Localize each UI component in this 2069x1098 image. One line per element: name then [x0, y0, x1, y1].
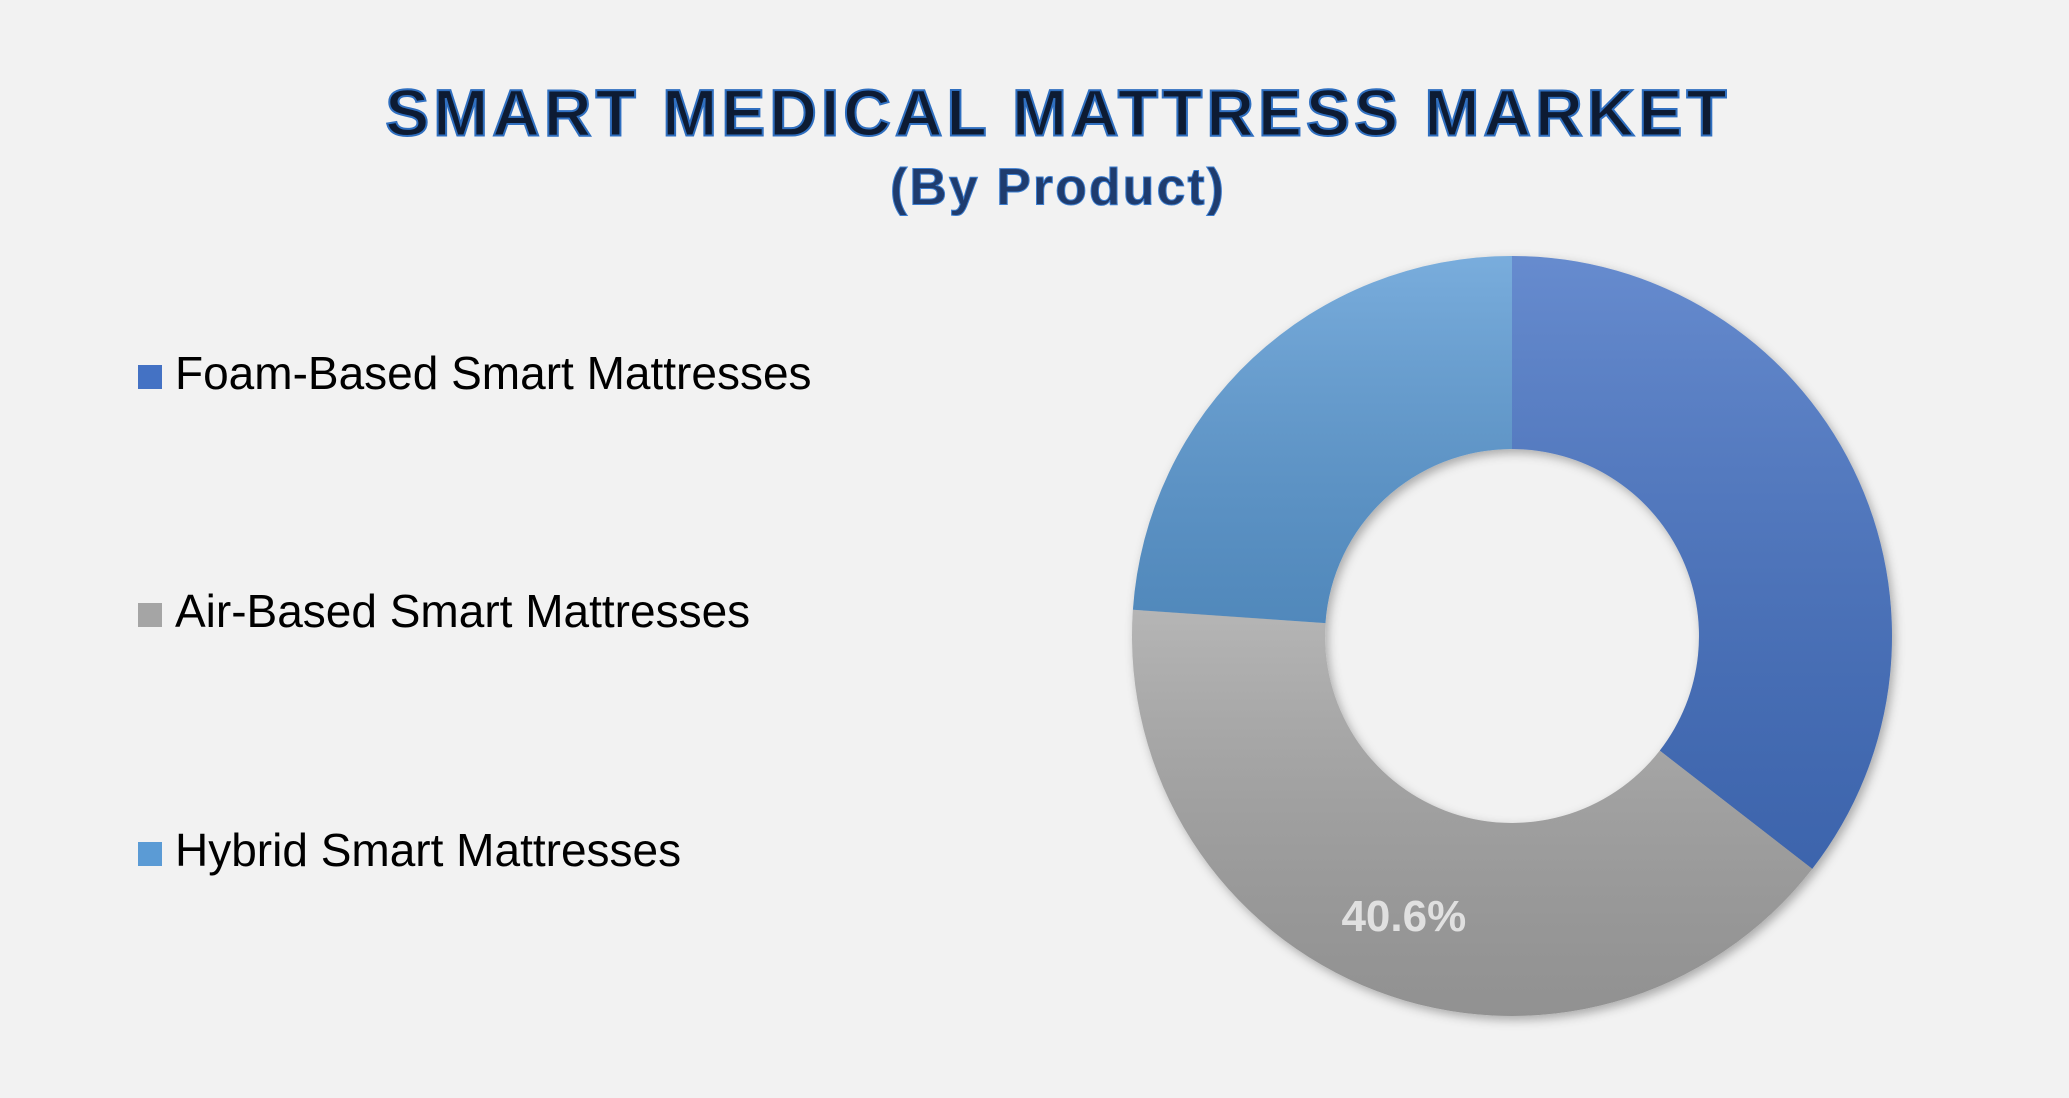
slice-shade	[1512, 256, 1892, 869]
slice-shade	[1131, 609, 1813, 1017]
legend-label: Hybrid Smart Mattresses	[175, 824, 681, 876]
slice-shade	[1132, 256, 1512, 624]
legend-swatch	[138, 842, 162, 866]
legend-label: Air-Based Smart Mattresses	[175, 585, 750, 637]
legend-label: Foam-Based Smart Mattresses	[175, 347, 812, 399]
donut-shade	[1131, 256, 1892, 1017]
legend: Foam-Based Smart Mattresses Air-Based Sma…	[138, 347, 812, 876]
legend-swatch	[138, 365, 162, 389]
chart-title: SMART MEDICAL MATTRESS MARKET	[385, 75, 1731, 149]
data-labels: 40.6%	[1341, 892, 1466, 941]
data-label: 40.6%	[1341, 892, 1466, 941]
chart-subtitle: (By Product)	[890, 159, 1226, 217]
legend-swatch	[138, 603, 162, 627]
